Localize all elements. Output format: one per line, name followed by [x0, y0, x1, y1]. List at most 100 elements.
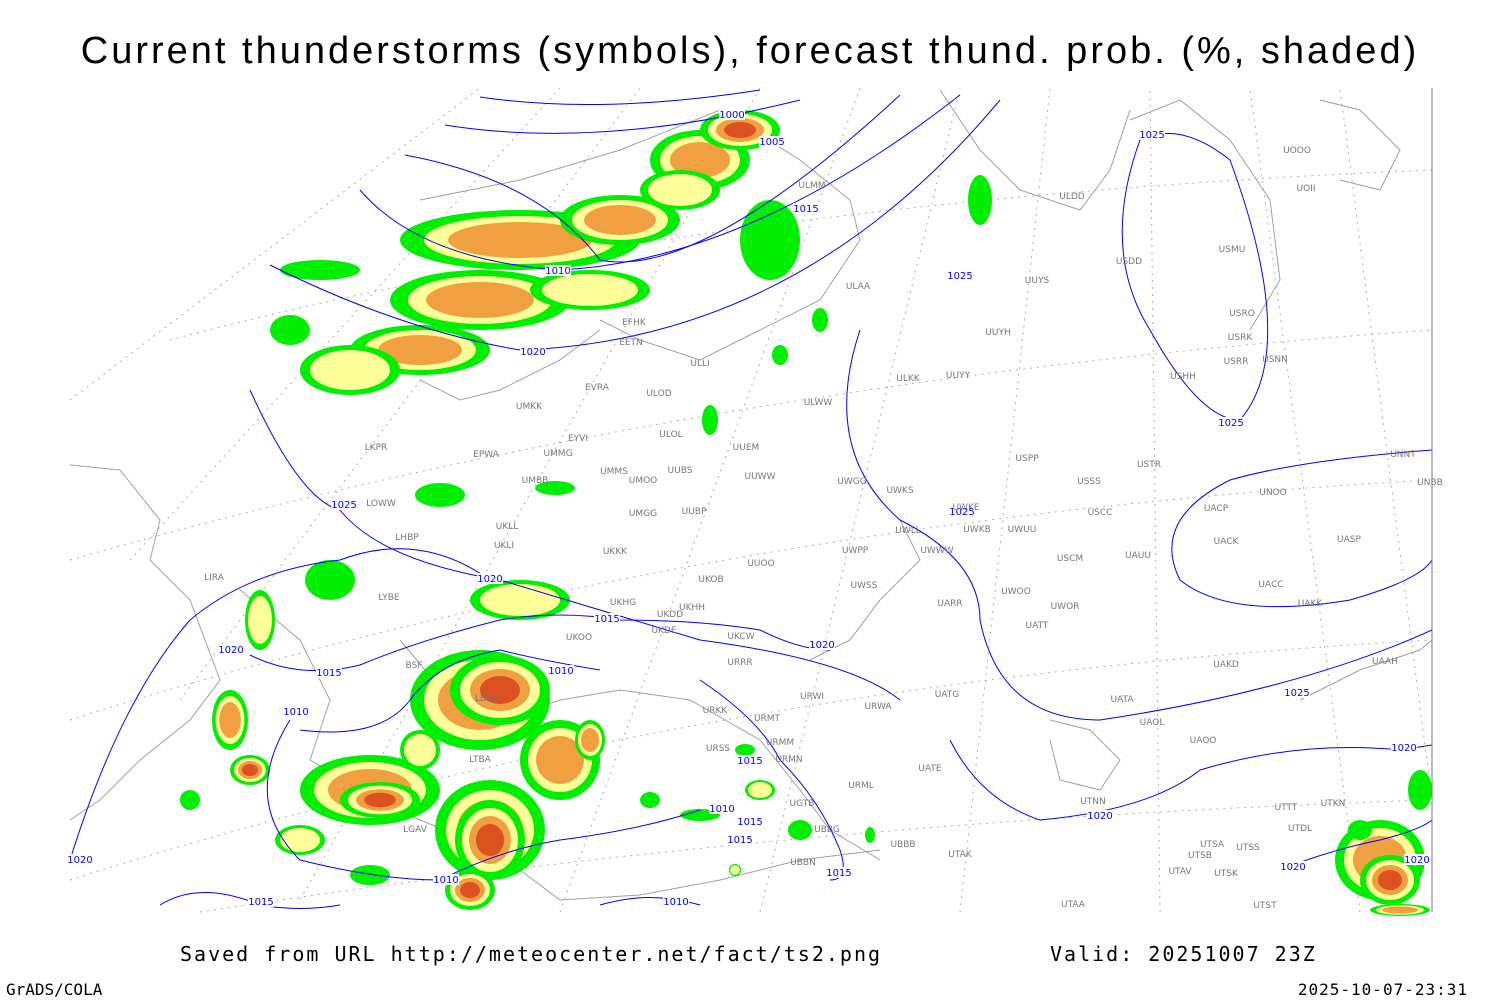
station-label: UGTB — [790, 799, 815, 809]
isobar-labels: 1000100510101015102010251025102510251025… — [67, 109, 1430, 908]
station-label: ULDD — [1059, 192, 1085, 202]
storm-prob-area — [280, 260, 360, 280]
station-label: UTSA — [1200, 840, 1225, 850]
station-label: UACP — [1204, 504, 1229, 514]
station-label: UTDL — [1288, 824, 1312, 834]
storm-prob-area — [242, 764, 258, 776]
station-label: ULOL — [659, 430, 682, 440]
isobar-label: 1025 — [949, 507, 974, 518]
station-label: UAKD — [1213, 660, 1239, 670]
storm-prob-area — [350, 865, 390, 885]
station-label: UACC — [1258, 580, 1283, 590]
station-label: LBBG — [475, 694, 499, 704]
station-label: UTAA — [1061, 900, 1086, 910]
station-label: UUWW — [745, 472, 776, 482]
isobar-line — [249, 389, 901, 701]
station-label: UKOB — [698, 575, 723, 585]
station-label: UACK — [1214, 537, 1240, 547]
isobar-line — [269, 99, 1001, 351]
isobar-line — [444, 99, 801, 134]
coastline — [69, 464, 221, 821]
isobar-label-bg — [283, 706, 309, 717]
coastline — [939, 89, 1131, 211]
isobar-line — [249, 614, 831, 672]
isobar-label: 1010 — [433, 875, 458, 886]
isobar-label: 1015 — [793, 204, 818, 215]
station-label: UWKE — [952, 503, 979, 513]
station-label: UTNN — [1080, 797, 1106, 807]
isobar-label-bg — [809, 639, 835, 650]
isobar-label-bg — [1139, 129, 1165, 140]
station-label: UMMG — [543, 449, 572, 459]
isobar-label-bg — [433, 874, 459, 885]
coastline — [419, 329, 601, 401]
station-label: UUBP — [682, 507, 707, 517]
station-label: UMOO — [629, 476, 658, 486]
storm-prob-area — [1348, 820, 1372, 840]
station-label: UAOL — [1140, 718, 1165, 728]
storm-prob-area — [740, 200, 800, 280]
storm-prob-area — [648, 174, 712, 206]
station-label: UMMS — [600, 467, 628, 477]
isobar-label: 1020 — [809, 640, 834, 651]
meridian-line — [69, 87, 481, 401]
station-label: LKPR — [365, 443, 388, 453]
storm-prob-area — [404, 734, 436, 766]
isobar-label-bg — [545, 265, 571, 276]
storm-prob-area — [772, 345, 788, 365]
storm-prob-area — [280, 828, 320, 852]
isobar-line — [479, 89, 761, 106]
station-label: UATT — [1026, 621, 1049, 631]
station-label: UNOO — [1259, 488, 1287, 498]
station-label: EFHK — [622, 318, 647, 328]
isobar-line — [1279, 819, 1433, 871]
isobar-label-bg — [826, 867, 852, 878]
coastline — [809, 519, 921, 661]
station-label: UTTT — [1275, 803, 1298, 813]
station-label: UWSS — [851, 581, 878, 591]
isobar-label: 1025 — [331, 500, 356, 511]
station-label: UTSB — [1188, 851, 1212, 861]
storm-prob-area — [270, 315, 310, 345]
storm-prob-area — [812, 308, 828, 332]
meridian-line — [129, 87, 561, 561]
storm-prob-area — [310, 350, 390, 390]
storm-prob-area — [670, 142, 730, 178]
isobar-line — [404, 94, 901, 263]
station-label: UTST — [1253, 901, 1277, 911]
station-label: UWWW — [920, 546, 953, 556]
station-label: USDD — [1116, 257, 1142, 267]
station-label: UBBB — [890, 840, 915, 850]
isobar-label-bg — [1284, 687, 1310, 698]
station-label: UARR — [937, 599, 962, 609]
storm-prob-area — [415, 483, 465, 507]
valid-time: Valid: 20251007 23Z — [1050, 942, 1317, 966]
station-labels: ULMM ULDD UUYS ULAA UUYH ULKK UUYY ULWW UUEM ULOL… — [204, 146, 1443, 911]
storm-prob-area — [968, 175, 992, 225]
isobar-label: 1020 — [1391, 743, 1416, 754]
station-label: UNNT — [1390, 450, 1416, 460]
station-label: USNN — [1262, 355, 1288, 365]
station-label: UKOO — [566, 633, 592, 643]
station-label: UKHG — [610, 598, 636, 608]
storm-prob-area — [378, 335, 462, 365]
station-label: UATG — [935, 690, 960, 700]
station-label: UAOO — [1190, 736, 1217, 746]
storm-prob-area — [180, 790, 200, 810]
parallel-line — [69, 329, 1433, 561]
software-credit: GrADS/COLA — [6, 980, 103, 999]
isobar-label: 1015 — [737, 817, 762, 828]
isobar-label: 1025 — [1139, 130, 1164, 141]
station-label: URMT — [754, 714, 781, 724]
storm-prob-area — [305, 560, 355, 600]
isobar-label-bg — [477, 573, 503, 584]
station-label: USPP — [1015, 454, 1039, 464]
isobar-label: 1010 — [663, 897, 688, 908]
station-label: UATE — [918, 764, 942, 774]
storm-prob-area — [460, 882, 480, 898]
isobar-label: 1010 — [548, 666, 573, 677]
isobar-label-bg — [1218, 417, 1244, 428]
isobar-label: 1010 — [545, 266, 570, 277]
isobar-label-bg — [949, 506, 975, 517]
